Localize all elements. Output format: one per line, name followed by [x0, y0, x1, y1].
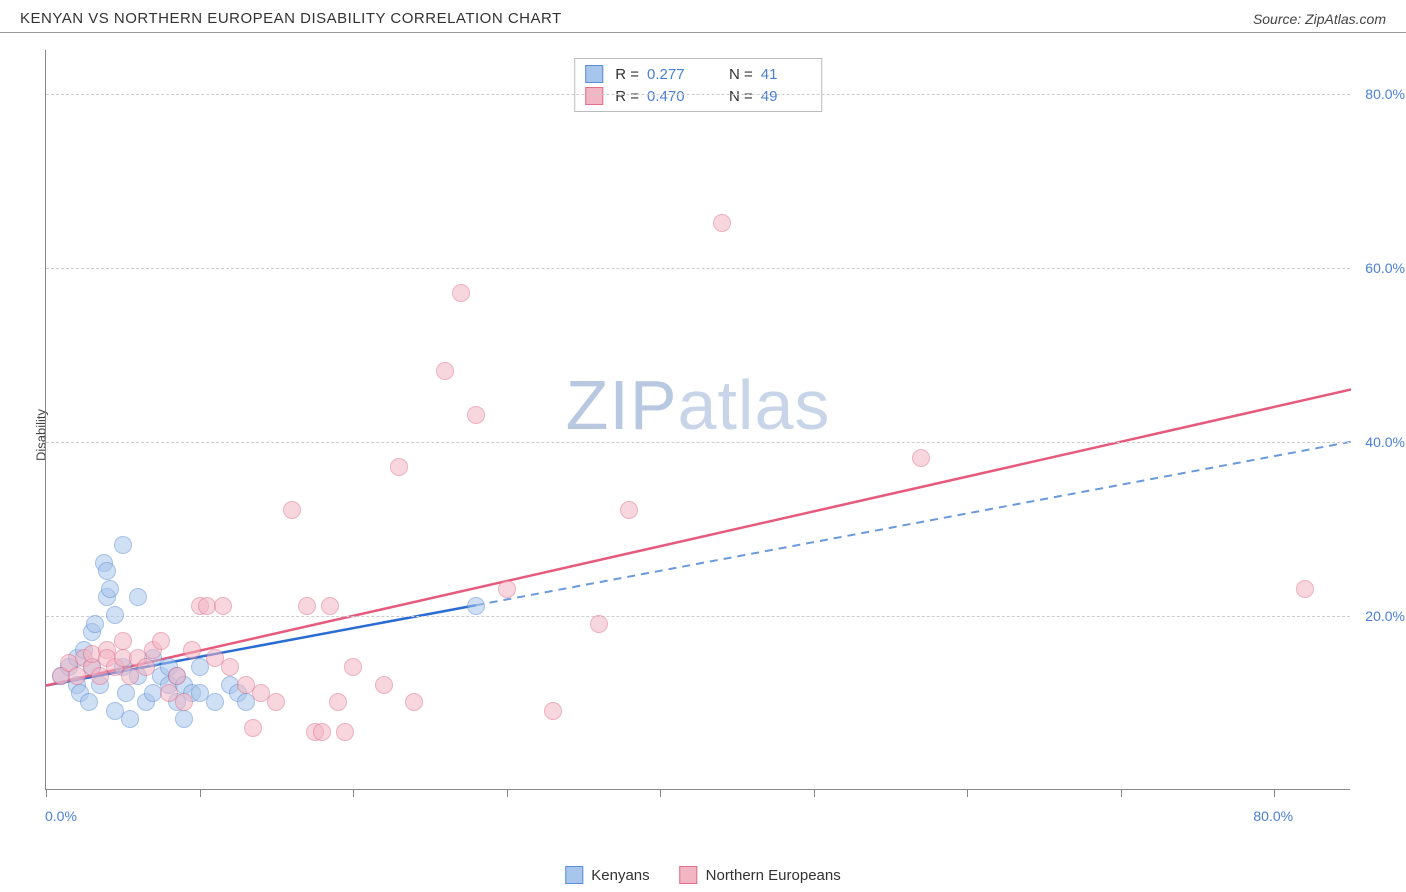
data-point	[912, 449, 930, 467]
data-point	[436, 362, 454, 380]
stats-row: R = 0.277 N = 41	[585, 63, 811, 85]
data-point	[329, 693, 347, 711]
x-tick	[1274, 789, 1275, 797]
stat-r-label: R =	[615, 66, 639, 83]
x-tick-label: 80.0%	[1253, 808, 1293, 824]
data-point	[283, 501, 301, 519]
data-point	[137, 658, 155, 676]
stat-r-value: 0.470	[647, 88, 697, 105]
data-point	[298, 597, 316, 615]
data-point	[620, 501, 638, 519]
gridline	[46, 442, 1350, 443]
data-point	[221, 658, 239, 676]
data-point	[121, 710, 139, 728]
data-point	[86, 615, 104, 633]
x-tick	[200, 789, 201, 797]
gridline	[46, 616, 1350, 617]
stat-r-value: 0.277	[647, 66, 697, 83]
legend-swatch	[565, 866, 583, 884]
chart-title: KENYAN VS NORTHERN EUROPEAN DISABILITY C…	[20, 10, 562, 27]
stats-box: R = 0.277 N = 41 R = 0.470 N = 49	[574, 58, 822, 112]
data-point	[214, 597, 232, 615]
data-point	[467, 597, 485, 615]
legend-item: Northern Europeans	[680, 866, 841, 884]
x-tick	[507, 789, 508, 797]
data-point	[1296, 580, 1314, 598]
x-tick	[46, 789, 47, 797]
data-point	[129, 588, 147, 606]
gridline	[46, 94, 1350, 95]
data-point	[183, 641, 201, 659]
data-point	[106, 606, 124, 624]
y-tick-label: 20.0%	[1365, 608, 1405, 624]
gridline	[46, 268, 1350, 269]
stat-n-value: 41	[761, 66, 811, 83]
data-point	[117, 684, 135, 702]
y-tick-label: 40.0%	[1365, 434, 1405, 450]
data-point	[98, 562, 116, 580]
data-point	[152, 632, 170, 650]
legend-item: Kenyans	[565, 866, 649, 884]
chart-source: Source: ZipAtlas.com	[1253, 11, 1386, 27]
series-swatch	[585, 65, 603, 83]
data-point	[321, 597, 339, 615]
data-point	[267, 693, 285, 711]
data-point	[80, 693, 98, 711]
stat-r-label: R =	[615, 88, 639, 105]
data-point	[336, 723, 354, 741]
data-point	[590, 615, 608, 633]
legend-label: Kenyans	[591, 867, 649, 884]
stat-n-label: N =	[729, 88, 753, 105]
x-tick	[353, 789, 354, 797]
stat-n-value: 49	[761, 88, 811, 105]
data-point	[452, 284, 470, 302]
chart-header: KENYAN VS NORTHERN EUROPEAN DISABILITY C…	[0, 0, 1406, 33]
x-tick	[814, 789, 815, 797]
series-swatch	[585, 87, 603, 105]
stats-row: R = 0.470 N = 49	[585, 85, 811, 107]
data-point	[168, 667, 186, 685]
data-point	[101, 580, 119, 598]
data-point	[175, 693, 193, 711]
y-tick-label: 60.0%	[1365, 260, 1405, 276]
legend-swatch	[680, 866, 698, 884]
watermark: ZIPatlas	[566, 365, 831, 445]
data-point	[544, 702, 562, 720]
data-point	[175, 710, 193, 728]
data-point	[114, 536, 132, 554]
data-point	[467, 406, 485, 424]
data-point	[206, 693, 224, 711]
data-point	[344, 658, 362, 676]
stat-n-label: N =	[729, 66, 753, 83]
plot-area: ZIPatlas R =0.277N =41R =0.470N =49 20.0…	[45, 50, 1350, 790]
data-point	[405, 693, 423, 711]
legend-label: Northern Europeans	[706, 867, 841, 884]
x-tick	[967, 789, 968, 797]
data-point	[713, 214, 731, 232]
x-tick	[660, 789, 661, 797]
data-point	[244, 719, 262, 737]
data-point	[375, 676, 393, 694]
y-tick-label: 80.0%	[1365, 86, 1405, 102]
data-point	[390, 458, 408, 476]
x-tick-label: 0.0%	[45, 808, 77, 824]
legend: Kenyans Northern Europeans	[565, 866, 840, 884]
data-point	[313, 723, 331, 741]
x-tick	[1121, 789, 1122, 797]
data-point	[498, 580, 516, 598]
chart-container: Disability ZIPatlas R =0.277N =41R =0.47…	[45, 50, 1380, 820]
data-point	[114, 632, 132, 650]
